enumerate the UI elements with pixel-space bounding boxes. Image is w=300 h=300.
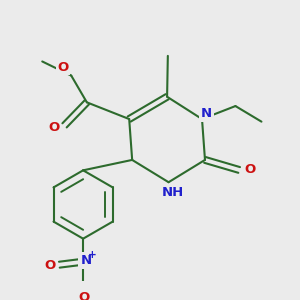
Text: O: O <box>245 164 256 176</box>
Text: +: + <box>88 250 96 260</box>
Text: NH: NH <box>162 186 184 199</box>
Text: N: N <box>80 254 92 267</box>
Text: O: O <box>49 121 60 134</box>
Text: O: O <box>57 61 69 74</box>
Text: O: O <box>44 259 55 272</box>
Text: −: − <box>87 297 96 300</box>
Text: N: N <box>201 107 212 120</box>
Text: O: O <box>78 291 89 300</box>
